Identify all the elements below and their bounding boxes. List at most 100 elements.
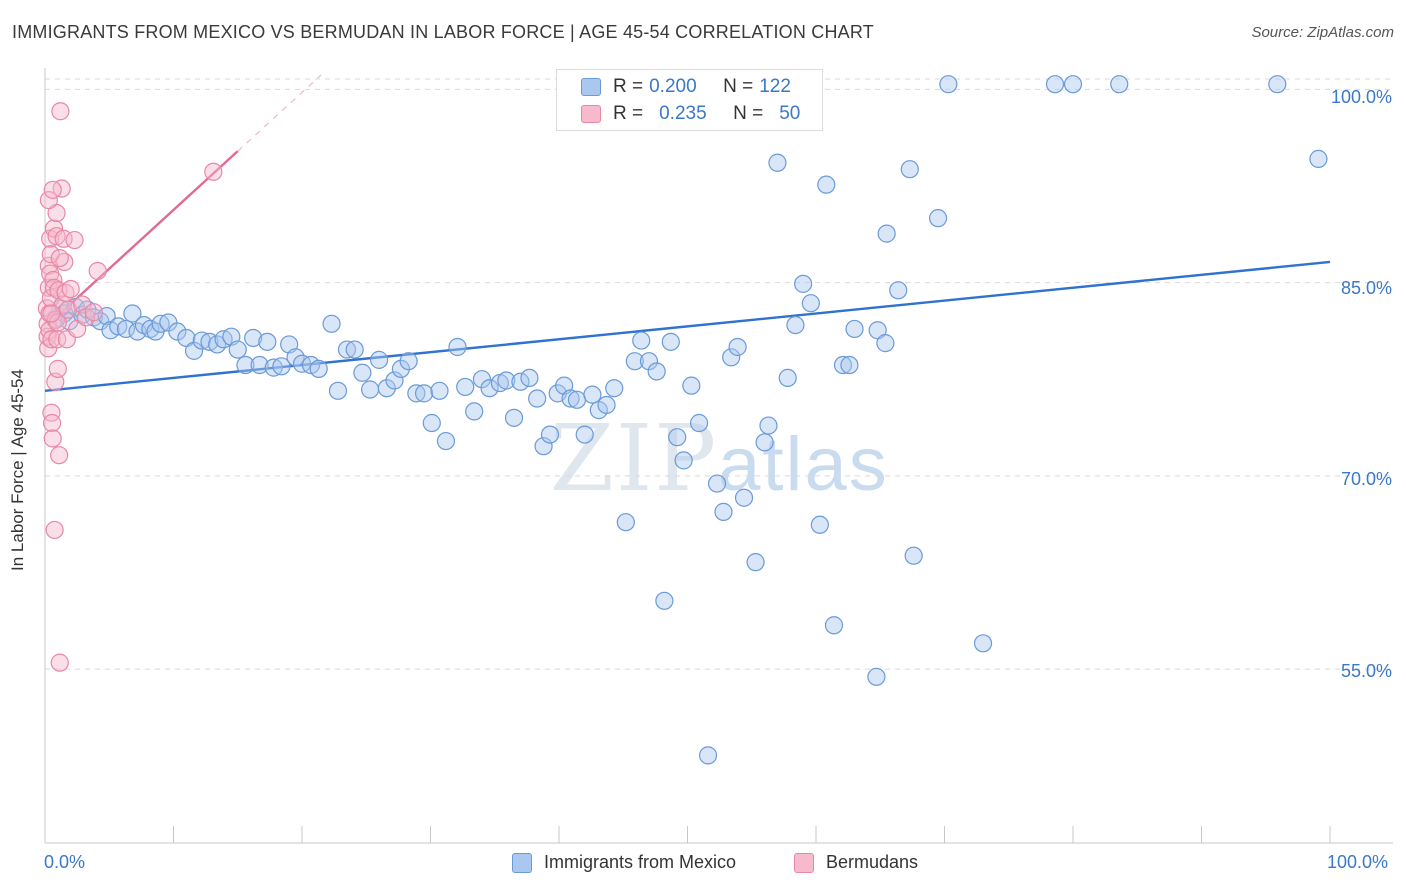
legend-swatch-blue bbox=[581, 78, 601, 96]
data-point bbox=[385, 371, 404, 390]
data-point bbox=[928, 209, 948, 228]
data-point bbox=[43, 180, 62, 199]
data-point bbox=[414, 384, 434, 403]
data-point bbox=[244, 328, 263, 348]
data-point bbox=[616, 513, 635, 532]
trend-group-blue bbox=[44, 260, 1331, 392]
watermark: ZIPatlas bbox=[550, 405, 889, 512]
data-point bbox=[168, 322, 187, 341]
data-point bbox=[833, 355, 853, 375]
watermark-atlas: atlas bbox=[718, 422, 889, 507]
x-tick-label-max: 100.0% bbox=[1327, 852, 1389, 872]
data-point bbox=[794, 274, 813, 293]
data-point bbox=[714, 502, 733, 521]
data-point bbox=[575, 425, 594, 444]
source-label: Source: ZipAtlas.com bbox=[1251, 24, 1394, 41]
data-point bbox=[817, 175, 836, 194]
data-point bbox=[264, 358, 283, 377]
chart-title: IMMIGRANTS FROM MEXICO VS BERMUDAN IN LA… bbox=[12, 22, 874, 42]
data-point bbox=[116, 319, 136, 339]
legend-n-value: 122 bbox=[759, 76, 791, 97]
data-point bbox=[867, 667, 886, 686]
data-point bbox=[322, 314, 341, 333]
data-point bbox=[353, 363, 372, 382]
data-point bbox=[272, 357, 291, 376]
data-point bbox=[511, 372, 530, 391]
data-point bbox=[722, 348, 741, 367]
data-point bbox=[228, 340, 247, 359]
legend-n-label: N = bbox=[723, 76, 754, 97]
data-point bbox=[51, 102, 70, 121]
data-point bbox=[42, 413, 62, 433]
data-point bbox=[44, 270, 63, 290]
data-point bbox=[707, 474, 727, 493]
points-immigrants-from-mexico bbox=[46, 75, 1328, 765]
data-point bbox=[377, 379, 396, 398]
data-point bbox=[668, 428, 687, 447]
data-point bbox=[328, 381, 348, 400]
data-point bbox=[973, 634, 993, 653]
data-point bbox=[768, 153, 787, 172]
data-point bbox=[904, 546, 923, 565]
y-tick-label: 100.0% bbox=[1330, 87, 1392, 107]
data-point bbox=[597, 395, 616, 415]
legend-r-value: 0.235 bbox=[659, 103, 707, 124]
axes bbox=[44, 68, 1393, 844]
data-point bbox=[889, 281, 908, 300]
data-point bbox=[1063, 75, 1083, 94]
data-point bbox=[345, 340, 364, 359]
data-point bbox=[448, 337, 467, 357]
data-point bbox=[48, 359, 67, 378]
trend-line-bermudans-extension bbox=[237, 74, 322, 152]
data-point bbox=[755, 433, 774, 452]
data-point bbox=[84, 303, 103, 322]
legend-r-value: 0.200 bbox=[649, 76, 697, 97]
data-point bbox=[204, 162, 223, 181]
data-point bbox=[407, 384, 426, 403]
data-point bbox=[61, 279, 80, 299]
legend-swatch-pink bbox=[581, 105, 601, 123]
data-point bbox=[436, 431, 456, 451]
data-point bbox=[41, 245, 60, 264]
data-point bbox=[1045, 75, 1065, 94]
data-point bbox=[65, 230, 84, 250]
data-point bbox=[1268, 75, 1287, 94]
data-point bbox=[42, 403, 61, 422]
data-point bbox=[534, 437, 553, 456]
data-point bbox=[625, 352, 644, 371]
bottom-legend-bermudans: Bermudans bbox=[794, 852, 918, 873]
data-point bbox=[801, 294, 820, 313]
data-point bbox=[236, 355, 255, 375]
bottom-legend-label: Immigrants from Mexico bbox=[544, 852, 737, 872]
data-point bbox=[42, 304, 61, 323]
data-point bbox=[778, 368, 797, 388]
data-point bbox=[632, 331, 651, 350]
data-point bbox=[824, 616, 844, 635]
legend-row-mexico: R = 0.200 N = 122 bbox=[581, 75, 791, 99]
data-point bbox=[361, 380, 380, 399]
legend-row-bermudans: R = 0.235 N = 50 bbox=[581, 102, 800, 126]
data-point bbox=[141, 319, 160, 339]
legend-n-label: N = bbox=[733, 103, 764, 124]
watermark-zip: ZIP bbox=[550, 405, 719, 512]
data-point bbox=[50, 446, 69, 465]
data-point bbox=[1309, 149, 1328, 168]
data-point bbox=[1110, 75, 1129, 94]
data-point bbox=[655, 591, 674, 610]
data-point bbox=[661, 332, 680, 351]
legend-r-label: R = bbox=[613, 103, 644, 124]
data-point bbox=[48, 313, 67, 332]
data-point bbox=[337, 340, 357, 359]
data-point bbox=[583, 385, 602, 404]
points-bermudans bbox=[37, 102, 223, 672]
gridlines bbox=[45, 78, 1393, 670]
data-point bbox=[50, 653, 69, 672]
data-point bbox=[399, 352, 418, 371]
bottom-legend-swatch-pink bbox=[794, 852, 814, 873]
x-tick-label-min: 0.0% bbox=[44, 852, 86, 872]
trend-group-pink bbox=[46, 74, 322, 326]
y-axis-label: In Labor Force | Age 45-54 bbox=[8, 369, 27, 571]
data-point bbox=[674, 451, 693, 470]
data-point bbox=[456, 377, 475, 397]
